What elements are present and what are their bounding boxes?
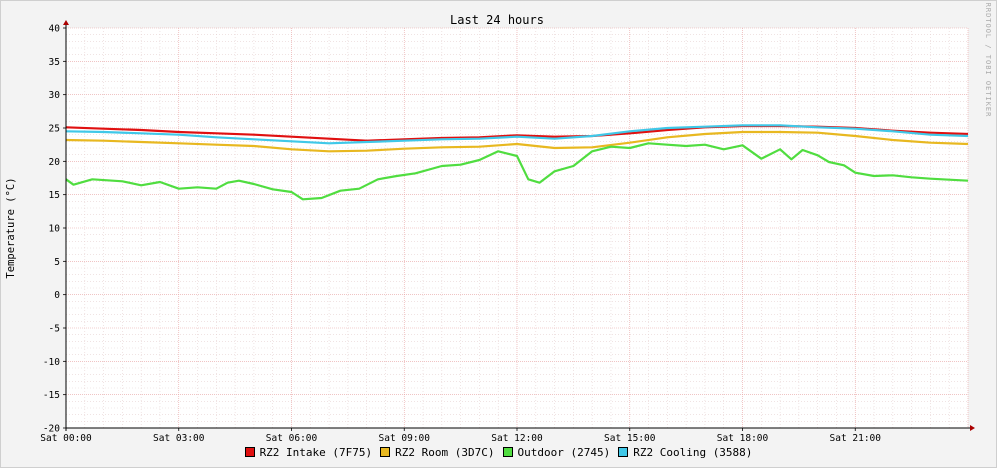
x-tick-label: Sat 18:00 [717, 433, 769, 444]
x-tick-label: Sat 15:00 [604, 433, 656, 444]
x-axis-arrow-icon [970, 425, 975, 431]
series-line-3 [65, 124, 969, 145]
axes [63, 20, 975, 431]
y-tick-label: -10 [43, 357, 60, 368]
y-tick-label: -5 [49, 324, 60, 335]
legend-swatch [380, 447, 391, 457]
y-axis-arrow-icon [63, 20, 69, 25]
series-line-2 [65, 142, 969, 201]
legend-item-3: RZ2 Cooling (3588) [618, 446, 752, 459]
legend-label: RZ2 Cooling (3588) [633, 446, 753, 459]
legend-label: RZ2 Room (3D7C) [395, 446, 495, 459]
y-tick-label: 0 [54, 290, 60, 301]
y-tick-label: 20 [49, 157, 61, 168]
x-tick-label: Sat 06:00 [266, 433, 318, 444]
legend-swatch [244, 447, 255, 457]
y-tick-label: 15 [49, 190, 60, 201]
y-tick-label: -15 [43, 390, 60, 401]
grid [65, 27, 969, 429]
y-tick-label: 35 [49, 57, 60, 68]
x-tick-label: Sat 21:00 [830, 433, 882, 444]
y-tick-label: 30 [49, 90, 61, 101]
legend-item-0: RZ2 Intake (7F75) [244, 446, 373, 459]
x-tick-label: Sat 03:00 [153, 433, 205, 444]
legend-swatch [502, 447, 513, 457]
legend-swatch [618, 447, 629, 457]
y-tick-label: 5 [54, 257, 60, 268]
legend-label: Outdoor (2745) [517, 446, 611, 459]
x-tick-label: Sat 12:00 [491, 433, 543, 444]
chart-title: Last 24 hours [450, 13, 544, 27]
y-tick-label: 10 [49, 224, 61, 235]
x-tick-label: Sat 09:00 [379, 433, 431, 444]
legend-item-2: Outdoor (2745) [502, 446, 611, 459]
legend: RZ2 Intake (7F75) RZ2 Room (3D7C) Outdoor … [0, 446, 997, 459]
y-tick-label: -20 [43, 424, 60, 435]
y-tick-label: 25 [49, 124, 60, 135]
legend-label: RZ2 Intake (7F75) [259, 446, 373, 459]
legend-item-1: RZ2 Room (3D7C) [380, 446, 495, 459]
watermark: RRDTOOL / TOBI OETIKER [984, 3, 992, 118]
x-tick-label: Sat 00:00 [40, 433, 92, 444]
y-axis-label: Temperature (°C) [5, 177, 17, 278]
x-tick-labels: Sat 00:00 Sat 03:00 Sat 06:00 Sat 09:00 Sat … [40, 433, 881, 444]
y-tick-label: 40 [49, 24, 61, 35]
y-tick-labels: 40 35 30 25 20 15 10 5 0 -5 -10 -15 -20 [43, 24, 60, 435]
series-line-1 [65, 130, 969, 153]
series-layer [65, 124, 969, 201]
